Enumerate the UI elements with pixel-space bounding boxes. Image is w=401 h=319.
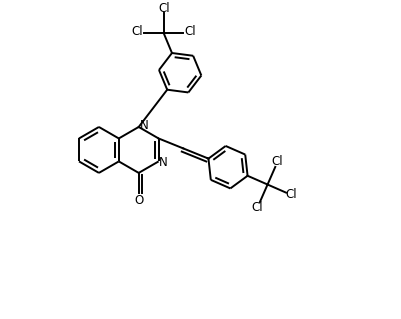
Text: N: N [159, 156, 168, 169]
Text: Cl: Cl [251, 201, 263, 214]
Text: Cl: Cl [271, 155, 283, 168]
Text: Cl: Cl [131, 25, 142, 38]
Text: Cl: Cl [158, 2, 170, 15]
Text: Cl: Cl [184, 25, 196, 38]
Text: Cl: Cl [285, 189, 296, 201]
Text: N: N [139, 119, 148, 132]
Text: O: O [134, 194, 143, 207]
